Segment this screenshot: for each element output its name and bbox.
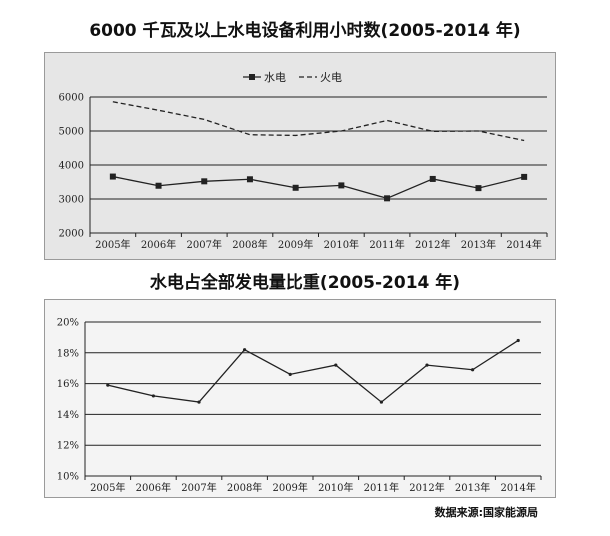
series-line-0 — [107, 339, 519, 403]
x-tick-label: 2006年 — [141, 238, 176, 251]
data-point — [155, 182, 162, 189]
y-tick-label: 16% — [57, 379, 79, 390]
x-tick-label: 2006年 — [136, 481, 171, 494]
chart2-title: 水电占全部发电量比重(2005-2014 年) — [149, 273, 461, 293]
data-point — [243, 348, 247, 352]
data-point — [288, 372, 292, 376]
x-tick-label: 2014年 — [500, 481, 535, 494]
y-tick-label: 12% — [57, 441, 79, 452]
x-tick-label: 2011年 — [364, 481, 399, 494]
data-source-note: 数据来源:国家能源局 — [434, 506, 538, 519]
data-point — [384, 195, 391, 202]
x-tick-label: 2008年 — [232, 238, 267, 251]
x-tick-label: 2013年 — [455, 481, 490, 494]
legend-label: 水电 — [264, 71, 286, 84]
data-point — [201, 178, 208, 185]
data-point — [151, 394, 155, 398]
x-tick-label: 2005年 — [90, 481, 125, 494]
x-tick-label: 2007年 — [187, 238, 222, 251]
legend-marker — [249, 74, 255, 80]
data-point — [106, 383, 110, 387]
y-tick-label: 6000 — [59, 93, 84, 104]
data-point — [471, 368, 475, 372]
data-point — [338, 182, 345, 189]
chart1-panel: 2000 3000 4000 5000 6000 2005年 2006年 2007年 2008年… — [44, 52, 556, 260]
legend-label: 火电 — [320, 71, 342, 84]
y-tick-label: 20% — [57, 318, 79, 329]
legend: 水电 火电 — [243, 71, 342, 84]
x-tick-label: 2009年 — [278, 238, 313, 251]
data-point — [109, 173, 116, 180]
y-tick-label: 2000 — [59, 229, 84, 240]
chart2-panel: 10% 12% 14% 16% 18% 20% 2005年 2006年 2007年 2008年 20… — [44, 299, 556, 498]
y-tick-label: 14% — [57, 410, 79, 421]
data-point — [197, 400, 201, 404]
y-tick-label: 10% — [57, 472, 79, 483]
y-tick-label: 18% — [57, 348, 79, 359]
x-tick-label: 2013年 — [461, 238, 496, 251]
data-point — [292, 184, 299, 191]
x-tick-label: 2005年 — [95, 238, 130, 251]
data-point — [379, 400, 383, 404]
chart2-svg: 10% 12% 14% 16% 18% 20% 2005年 2006年 2007年 2008年 20… — [57, 318, 542, 494]
data-point — [521, 173, 528, 180]
series-line-1 — [112, 101, 525, 142]
x-tick-label: 2010年 — [324, 238, 359, 251]
y-tick-label: 4000 — [59, 161, 84, 172]
x-tick-label: 2007年 — [181, 481, 216, 494]
x-tick-label: 2010年 — [318, 481, 353, 494]
data-point — [516, 338, 520, 343]
data-point — [425, 363, 429, 367]
x-tick-label: 2008年 — [227, 481, 262, 494]
chart1-svg: 2000 3000 4000 5000 6000 2005年 2006年 2007年 2008年… — [59, 71, 548, 251]
x-tick-label: 2014年 — [506, 238, 541, 251]
y-tick-label: 5000 — [59, 127, 84, 138]
x-tick-label: 2011年 — [369, 238, 404, 251]
series-line-0 — [112, 175, 525, 200]
y-tick-label: 3000 — [59, 195, 84, 206]
data-point — [475, 185, 482, 192]
data-point — [429, 175, 436, 182]
x-tick-label: 2009年 — [272, 481, 307, 494]
data-point — [246, 176, 253, 183]
data-point — [334, 363, 338, 367]
x-tick-label: 2012年 — [415, 238, 450, 251]
x-tick-label: 2012年 — [409, 481, 444, 494]
chart1-title: 6000 千瓦及以上水电设备利用小时数(2005-2014 年) — [89, 21, 521, 41]
